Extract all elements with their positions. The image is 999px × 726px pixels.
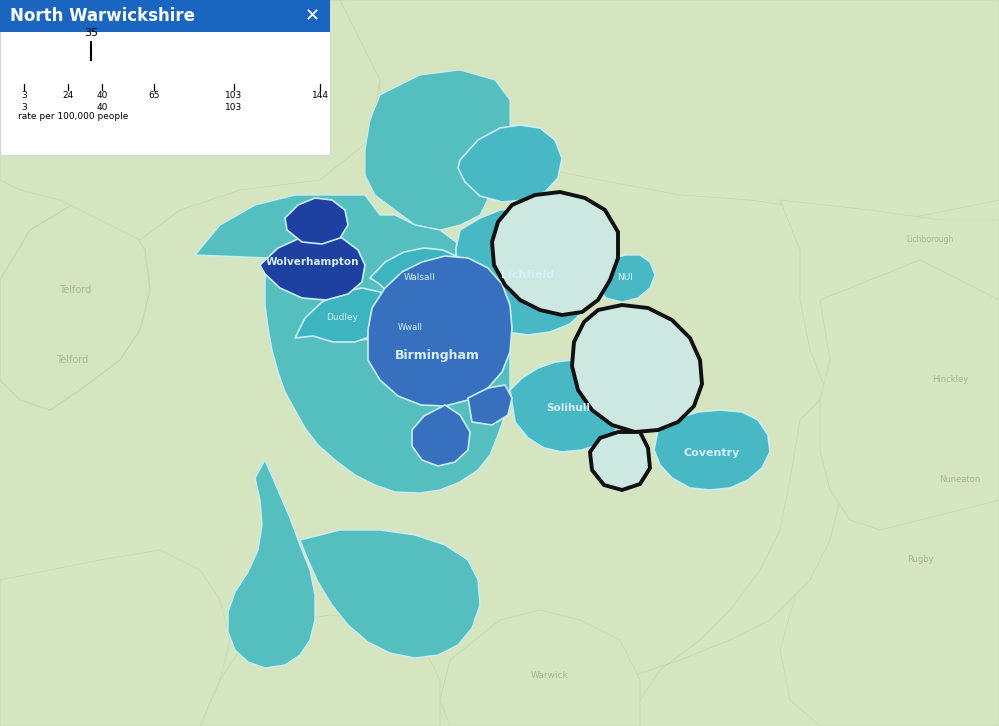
Text: 65: 65 (149, 91, 160, 100)
Polygon shape (200, 615, 440, 726)
Text: ✕: ✕ (305, 7, 320, 25)
Text: 35: 35 (84, 28, 99, 38)
Polygon shape (368, 256, 512, 406)
Bar (0, 0, 330, 155)
Text: 3: 3 (21, 103, 27, 112)
Polygon shape (468, 385, 512, 425)
Text: Nuneaton: Nuneaton (939, 476, 981, 484)
Polygon shape (510, 360, 624, 452)
Text: rate per 100,000 people: rate per 100,000 people (18, 112, 129, 121)
Polygon shape (620, 400, 840, 726)
Bar (0, 0, 330, 32)
Text: Coventry: Coventry (683, 448, 740, 458)
Text: 3: 3 (21, 91, 27, 100)
Polygon shape (412, 405, 470, 466)
Polygon shape (0, 200, 150, 410)
Polygon shape (370, 248, 468, 306)
Text: 24: 24 (63, 91, 74, 100)
Text: 40: 40 (96, 91, 108, 100)
Text: Solihull: Solihull (546, 403, 590, 413)
Polygon shape (595, 255, 655, 302)
Polygon shape (456, 208, 598, 335)
Text: Hinckley: Hinckley (932, 375, 968, 385)
Polygon shape (300, 530, 480, 658)
Polygon shape (458, 125, 562, 202)
Polygon shape (820, 260, 999, 530)
Text: 103: 103 (226, 91, 243, 100)
Text: Wwall: Wwall (398, 324, 423, 333)
Text: NUI: NUI (617, 274, 633, 282)
Polygon shape (572, 305, 702, 432)
Text: Telford: Telford (59, 285, 91, 295)
Polygon shape (340, 0, 999, 220)
Text: 144: 144 (312, 91, 329, 100)
Polygon shape (0, 0, 380, 240)
Polygon shape (285, 198, 348, 244)
Text: Rugby: Rugby (907, 555, 933, 565)
Polygon shape (654, 410, 770, 490)
Text: Lichfield: Lichfield (501, 270, 554, 280)
Text: North Warwickshire: North Warwickshire (10, 7, 195, 25)
Text: Lichborough: Lichborough (906, 235, 954, 245)
Text: Wolverhampton: Wolverhampton (266, 257, 359, 267)
Polygon shape (365, 70, 510, 230)
Polygon shape (590, 432, 650, 490)
Polygon shape (295, 288, 390, 342)
Polygon shape (260, 235, 365, 300)
Polygon shape (228, 460, 315, 668)
Text: 40: 40 (96, 103, 108, 112)
Polygon shape (360, 298, 462, 354)
Text: Walsall: Walsall (405, 274, 436, 282)
Polygon shape (780, 200, 999, 726)
Polygon shape (492, 192, 618, 315)
Text: Warwick: Warwick (531, 671, 568, 680)
Text: 103: 103 (226, 103, 243, 112)
Text: Dudley: Dudley (326, 314, 358, 322)
Polygon shape (440, 610, 640, 726)
Text: Birmingham: Birmingham (395, 348, 480, 362)
Polygon shape (195, 195, 510, 493)
Text: Telford: Telford (56, 355, 88, 365)
Polygon shape (0, 550, 230, 726)
